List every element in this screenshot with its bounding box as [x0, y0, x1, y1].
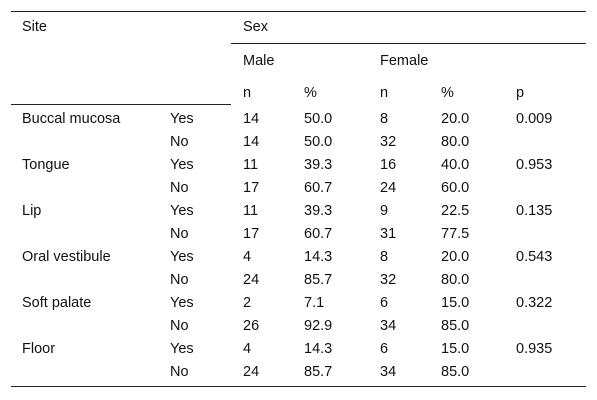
male-n-cell: 24: [243, 272, 260, 288]
answer-cell: Yes: [170, 295, 194, 311]
female-n-cell: 6: [380, 341, 389, 357]
male-n-cell: 4: [243, 341, 252, 357]
header-p: p: [516, 85, 525, 101]
header-female-pct: %: [441, 85, 454, 101]
answer-cell: Yes: [170, 341, 194, 357]
female-n-cell: 8: [380, 249, 389, 265]
answer-cell: Yes: [170, 249, 194, 265]
female-pct-cell: 80.0: [441, 134, 470, 150]
p-value-cell: 0.953: [516, 157, 553, 173]
answer-cell: Yes: [170, 157, 194, 173]
male-pct-cell: 85.7: [304, 364, 333, 380]
sex-group-rule: [231, 43, 586, 44]
header-male: Male: [243, 53, 275, 69]
female-n-cell: 6: [380, 295, 389, 311]
table-top-rule: [11, 11, 586, 12]
female-pct-cell: 20.0: [441, 249, 470, 265]
answer-cell: No: [170, 226, 189, 242]
header-sex: Sex: [243, 19, 268, 35]
male-n-cell: 4: [243, 249, 252, 265]
male-n-cell: 26: [243, 318, 260, 334]
male-pct-cell: 92.9: [304, 318, 333, 334]
header-female: Female: [380, 53, 429, 69]
p-value-cell: 0.009: [516, 111, 553, 127]
site-cell: Lip: [22, 203, 42, 219]
female-pct-cell: 85.0: [441, 364, 470, 380]
female-pct-cell: 77.5: [441, 226, 470, 242]
female-n-cell: 9: [380, 203, 389, 219]
male-pct-cell: 14.3: [304, 341, 333, 357]
female-pct-cell: 22.5: [441, 203, 470, 219]
male-n-cell: 17: [243, 226, 260, 242]
female-n-cell: 24: [380, 180, 397, 196]
female-n-cell: 32: [380, 134, 397, 150]
site-cell: Soft palate: [22, 295, 92, 311]
header-female-n: n: [380, 85, 389, 101]
male-pct-cell: 60.7: [304, 226, 333, 242]
header-male-pct: %: [304, 85, 317, 101]
answer-cell: Yes: [170, 203, 194, 219]
female-pct-cell: 85.0: [441, 318, 470, 334]
male-pct-cell: 85.7: [304, 272, 333, 288]
male-pct-cell: 60.7: [304, 180, 333, 196]
male-n-cell: 2: [243, 295, 252, 311]
p-value-cell: 0.543: [516, 249, 553, 265]
female-n-cell: 31: [380, 226, 397, 242]
site-cell: Oral vestibule: [22, 249, 111, 265]
female-n-cell: 16: [380, 157, 397, 173]
answer-cell: No: [170, 318, 189, 334]
female-pct-cell: 60.0: [441, 180, 470, 196]
answer-cell: No: [170, 134, 189, 150]
site-cell: Buccal mucosa: [22, 111, 121, 127]
female-pct-cell: 15.0: [441, 295, 470, 311]
answer-cell: Yes: [170, 111, 194, 127]
answer-cell: No: [170, 364, 189, 380]
answer-cell: No: [170, 272, 189, 288]
male-pct-cell: 14.3: [304, 249, 333, 265]
p-value-cell: 0.322: [516, 295, 553, 311]
female-n-cell: 34: [380, 364, 397, 380]
male-pct-cell: 39.3: [304, 157, 333, 173]
male-n-cell: 11: [243, 203, 259, 219]
male-pct-cell: 50.0: [304, 111, 333, 127]
male-n-cell: 14: [243, 111, 260, 127]
p-value-cell: 0.135: [516, 203, 553, 219]
female-pct-cell: 80.0: [441, 272, 470, 288]
site-cell: Floor: [22, 341, 56, 357]
male-n-cell: 24: [243, 364, 260, 380]
male-n-cell: 11: [243, 157, 259, 173]
site-cell: Tongue: [22, 157, 70, 173]
table-bottom-rule: [11, 386, 586, 387]
header-bottom-rule: [11, 104, 231, 105]
female-n-cell: 8: [380, 111, 389, 127]
answer-cell: No: [170, 180, 189, 196]
header-male-n: n: [243, 85, 252, 101]
male-pct-cell: 39.3: [304, 203, 333, 219]
male-n-cell: 17: [243, 180, 260, 196]
header-site: Site: [22, 19, 47, 35]
male-pct-cell: 50.0: [304, 134, 333, 150]
p-value-cell: 0.935: [516, 341, 553, 357]
female-pct-cell: 20.0: [441, 111, 470, 127]
male-n-cell: 14: [243, 134, 260, 150]
female-pct-cell: 40.0: [441, 157, 470, 173]
female-pct-cell: 15.0: [441, 341, 470, 357]
female-n-cell: 34: [380, 318, 397, 334]
male-pct-cell: 7.1: [304, 295, 325, 311]
female-n-cell: 32: [380, 272, 397, 288]
